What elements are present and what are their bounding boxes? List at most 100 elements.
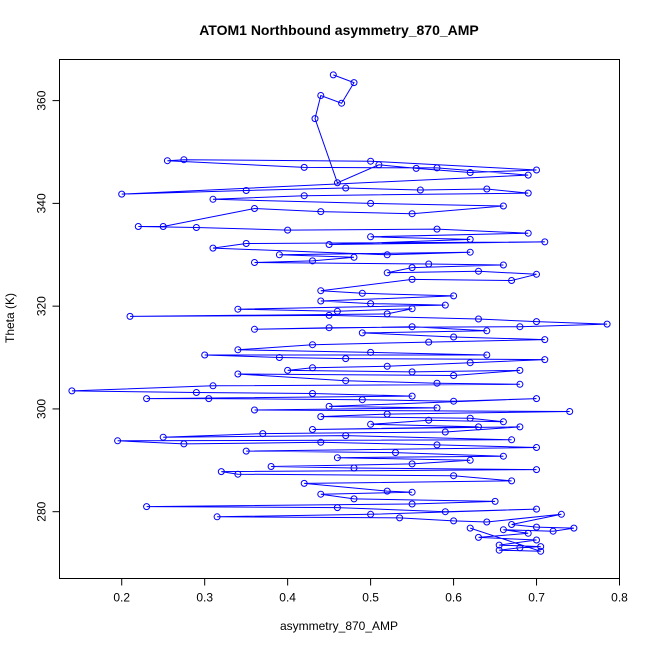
data-point [433,441,441,449]
data-point [408,275,416,283]
data-point [114,437,122,445]
data-point [329,71,337,79]
data-point [433,379,441,387]
data-point [163,157,171,165]
data-point [192,224,200,231]
data-point [242,447,250,455]
data-point [143,503,151,511]
data-point [180,156,188,164]
x-tick-label: 0.5 [362,591,379,605]
data-point [317,287,325,295]
data-point [309,364,316,372]
data-point [134,223,142,230]
data-point [383,251,391,259]
data-point [209,195,217,203]
data-point [483,351,491,359]
data-point [425,260,433,268]
data-point [309,257,316,265]
y-tick-label: 320 [35,296,49,316]
data-point [251,325,258,333]
y-tick-label: 280 [35,501,49,521]
data-point [234,346,242,354]
data-point [475,423,482,431]
x-axis-label: asymmetry_870_AMP [280,619,398,633]
data-point [350,464,358,472]
data-point [367,157,375,165]
data-point [466,524,474,532]
x-axis: 0.2 0.3 0.4 0.5 0.6 0.7 0.8 [113,578,628,605]
data-point [317,413,325,421]
data-point [367,420,375,428]
data-point [441,428,449,436]
x-tick-label: 0.6 [445,591,462,605]
data-point [508,477,516,485]
data-point [533,270,540,278]
data-point [466,248,474,256]
x-tick-label: 0.4 [279,591,296,605]
y-axis: 280 300 320 340 360 [35,90,60,522]
y-tick-label: 360 [35,90,49,110]
data-point [275,251,283,259]
data-point [450,292,458,300]
data-point [358,289,366,297]
data-point [333,179,341,187]
data-point [367,233,375,241]
data-point [392,449,399,457]
data-point [342,432,350,440]
data-point [483,518,491,526]
data-point [603,320,611,328]
data-point [317,297,325,305]
data-point [209,382,217,390]
data-point [533,166,540,174]
data-point [267,463,275,470]
data-point [159,223,167,230]
data-point [495,541,503,549]
data-point [541,356,549,364]
data-point [425,416,433,424]
data-point [533,318,540,326]
data-point [475,533,482,541]
data-point [118,190,126,198]
data-point [205,395,213,403]
data-point [433,404,441,412]
data-point [367,348,375,356]
data-point [383,362,391,370]
data-point [450,372,458,379]
data-point [284,366,292,374]
data-point [516,323,524,331]
data-point [524,229,532,237]
data-point [333,454,341,462]
x-tick-label: 0.7 [528,591,545,605]
data-point [350,79,358,87]
data-point [508,521,516,528]
data-point [533,505,540,513]
data-point [499,202,507,210]
data-point [350,253,358,261]
data-point [412,164,420,172]
data-point [408,305,416,313]
data-point [450,517,458,525]
data-point [537,547,545,555]
data-point [338,99,346,107]
data-point [159,433,167,441]
data-point [533,444,540,451]
series-line [71,74,608,552]
data-point [342,377,350,385]
data-point [524,189,532,197]
data-point [516,544,524,552]
data-point [317,438,325,446]
data-point [516,423,524,431]
data-point [317,208,325,216]
data-point [450,333,458,341]
data-point [325,402,333,410]
data-point [383,310,391,318]
data-point [408,264,416,272]
series-layer [68,71,611,555]
data-point [251,406,258,414]
data-point [275,354,283,361]
data-point [491,497,499,505]
data-point [333,504,341,512]
data-point [408,488,416,496]
data-point [408,392,416,400]
data-point [541,238,549,246]
